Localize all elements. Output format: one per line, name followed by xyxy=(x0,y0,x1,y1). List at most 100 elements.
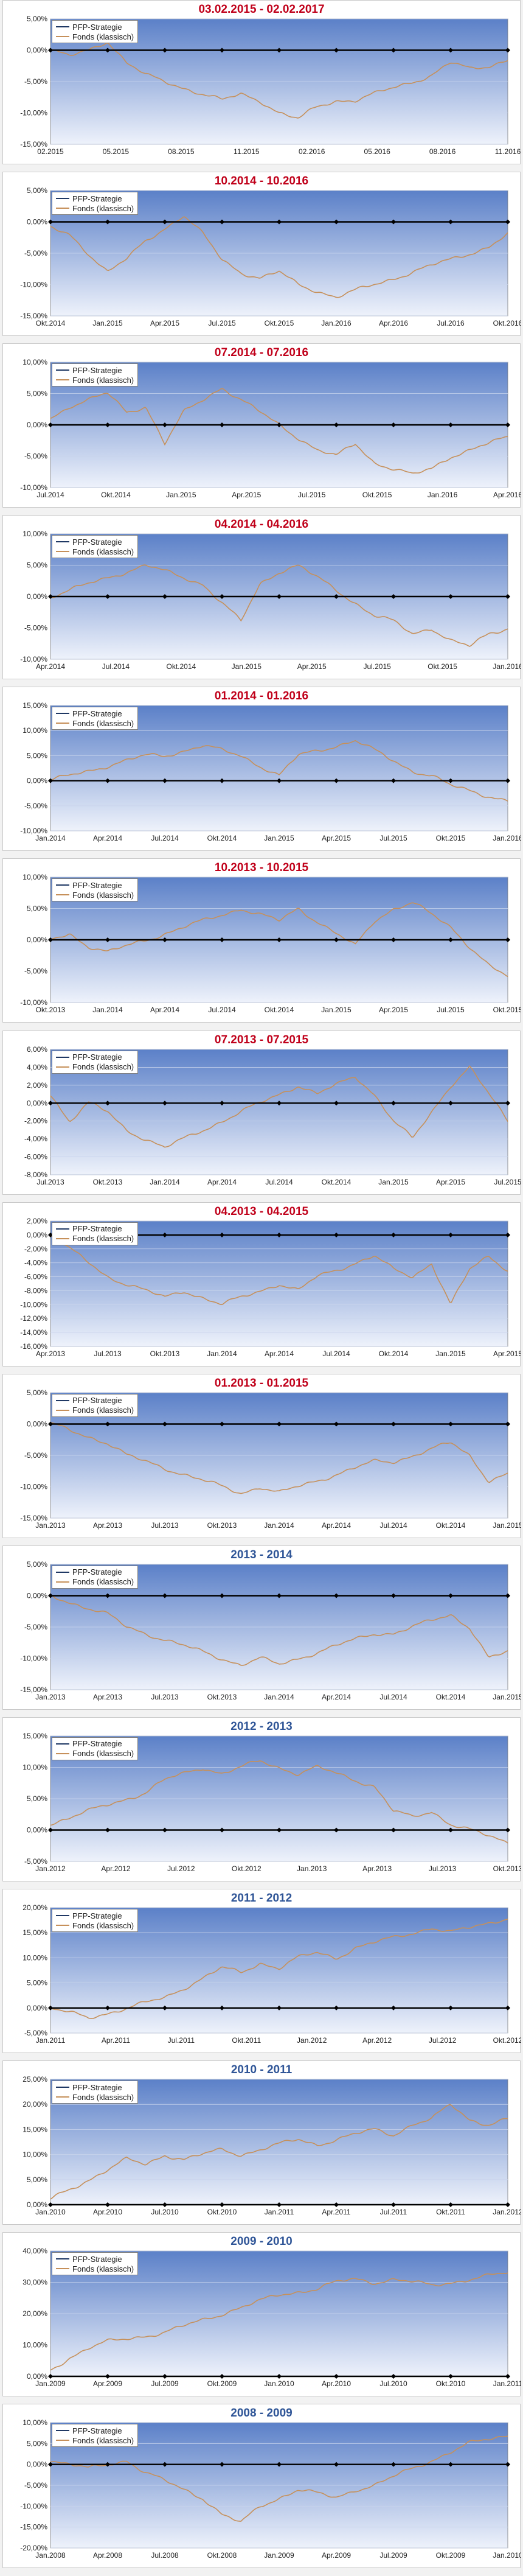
strategy-point xyxy=(162,1827,167,1833)
x-tick-label: Jan.2012 xyxy=(297,2036,327,2045)
strategy-point xyxy=(334,2202,339,2208)
strategy-point xyxy=(391,2202,396,2208)
strategy-point xyxy=(334,219,339,225)
x-tick-label: 11.2016 xyxy=(495,147,521,156)
strategy-point xyxy=(391,1593,396,1598)
legend-label: PFP-Strategie xyxy=(72,2082,122,2092)
strategy-point xyxy=(162,422,167,428)
strategy-point xyxy=(105,2202,110,2208)
x-tick-label: Jan.2016 xyxy=(428,491,458,499)
strategy-point xyxy=(448,778,453,783)
legend-entry: PFP-Strategie xyxy=(56,2254,134,2264)
x-tick-label: Jul.2014 xyxy=(36,491,64,499)
y-tick-label: 0,00% xyxy=(27,2372,47,2381)
x-tick-label: Jul.2011 xyxy=(168,2036,195,2045)
x-tick-label: Jul.2015 xyxy=(494,1178,521,1186)
strategy-point xyxy=(391,2005,396,2011)
y-tick-label: 5,00% xyxy=(27,2175,47,2184)
x-tick-label: Okt.2016 xyxy=(493,319,521,327)
x-tick-label: Jan.2014 xyxy=(92,1006,123,1014)
x-tick-label: Okt.2013 xyxy=(207,1521,237,1530)
x-tick-label: Jul.2014 xyxy=(208,1006,236,1014)
strategy-point xyxy=(334,1421,339,1427)
strategy-point xyxy=(277,47,282,53)
x-tick-label: Jan.2011 xyxy=(493,2379,521,2388)
strategy-point xyxy=(162,778,167,783)
strategy-point xyxy=(391,422,396,428)
x-tick-label: Jul.2012 xyxy=(429,2036,457,2045)
x-tick-label: Apr.2013 xyxy=(93,1521,122,1530)
strategy-point xyxy=(391,778,396,783)
y-tick-label: 5,00% xyxy=(27,752,47,760)
strategy-point xyxy=(48,1827,53,1833)
x-tick-label: Jan.2010 xyxy=(264,2379,294,2388)
x-tick-label: Jan.2015 xyxy=(92,319,123,327)
y-tick-label: -5,00% xyxy=(24,1451,47,1460)
x-tick-label: Okt.2014 xyxy=(167,662,196,671)
legend-label: Fonds (klassisch) xyxy=(72,1405,134,1415)
strategy-point xyxy=(220,778,224,783)
chart-panel: 20,00% 15,00% 10,00% 5,00% 0,00% -5,00% Jan.20… xyxy=(2,1889,521,2054)
chart-panel: 5,00% 0,00% -5,00% -10,00% -15,00% Jan.2013 Ap… xyxy=(2,1545,521,1710)
strategy-point xyxy=(162,2005,167,2011)
x-tick-label: Jul.2010 xyxy=(379,2379,407,2388)
x-tick-label: Jul.2011 xyxy=(380,2208,407,2216)
strategy-point xyxy=(105,1593,110,1598)
strategy-point xyxy=(391,937,396,943)
strategy-point xyxy=(220,47,224,53)
y-tick-label: 5,00% xyxy=(27,186,47,195)
strategy-point xyxy=(277,1232,282,1237)
x-tick-label: Jan.2013 xyxy=(35,1521,66,1530)
x-tick-label: 02.2015 xyxy=(37,147,64,156)
x-tick-label: Okt.2014 xyxy=(436,1521,466,1530)
strategy-point xyxy=(48,2374,53,2379)
strategy-point xyxy=(448,219,453,225)
y-tick-label: 0,00% xyxy=(27,1099,47,1107)
y-tick-label: -5,00% xyxy=(24,1623,47,1631)
y-tick-label: -10,00% xyxy=(20,1300,47,1309)
legend-label: PFP-Strategie xyxy=(72,1224,122,1234)
y-tick-label: 0,00% xyxy=(27,2200,47,2209)
strategy-point xyxy=(334,778,339,783)
y-tick-label: -10,00% xyxy=(20,1654,47,1662)
strategy-point xyxy=(277,937,282,943)
legend-label: Fonds (klassisch) xyxy=(72,2264,134,2273)
x-tick-label: Jul.2009 xyxy=(151,2379,179,2388)
strategy-point xyxy=(48,1100,53,1105)
x-tick-label: Apr.2016 xyxy=(379,319,408,327)
y-tick-label: -4,00% xyxy=(24,1258,47,1267)
strategy-point xyxy=(391,1232,396,1237)
strategy-point xyxy=(391,1421,396,1427)
y-tick-label: 0,00% xyxy=(27,1231,47,1239)
legend-swatch xyxy=(56,379,69,381)
strategy-point xyxy=(277,2374,282,2379)
x-tick-label: Okt.2009 xyxy=(436,2551,466,2560)
legend-label: Fonds (klassisch) xyxy=(72,375,134,385)
strategy-point xyxy=(391,219,396,225)
x-tick-label: Okt.2011 xyxy=(436,2208,465,2216)
legend-entry: PFP-Strategie xyxy=(56,1567,134,1577)
legend-label: PFP-Strategie xyxy=(72,1567,122,1577)
legend-label: PFP-Strategie xyxy=(72,1396,122,1405)
x-tick-label: Jan.2016 xyxy=(493,834,521,842)
x-tick-label: Jan.2015 xyxy=(493,1693,521,1701)
x-tick-label: Apr.2012 xyxy=(362,2036,392,2045)
chart-legend: PFP-Strategie Fonds (klassisch) xyxy=(52,535,139,559)
chart-legend: PFP-Strategie Fonds (klassisch) xyxy=(52,2252,139,2276)
x-tick-label: Jan.2015 xyxy=(264,834,294,842)
y-tick-label: -2,00% xyxy=(24,1116,47,1125)
legend-entry: PFP-Strategie xyxy=(56,365,134,375)
legend-label: PFP-Strategie xyxy=(72,22,122,32)
x-tick-label: Jan.2015 xyxy=(166,491,196,499)
y-tick-label: -10,00% xyxy=(20,281,47,289)
strategy-point xyxy=(48,1421,53,1427)
legend-swatch xyxy=(56,2096,69,2098)
x-tick-label: Apr.2013 xyxy=(93,1693,122,1701)
strategy-point xyxy=(105,1827,110,1833)
strategy-point xyxy=(105,1421,110,1427)
legend-swatch xyxy=(56,1066,69,1068)
x-tick-label: Jul.2015 xyxy=(437,1006,465,1014)
y-tick-label: 0,00% xyxy=(27,936,47,944)
legend-entry: Fonds (klassisch) xyxy=(56,375,134,385)
y-tick-label: 2,00% xyxy=(27,1217,47,1225)
